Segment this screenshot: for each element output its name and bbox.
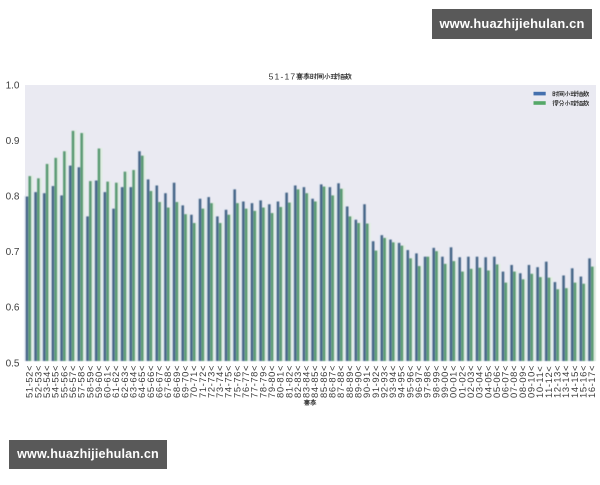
svg-text:90-91<: 90-91<: [361, 365, 372, 398]
svg-text:12-13<: 12-13<: [551, 365, 562, 398]
svg-text:81-82<: 81-82<: [283, 365, 294, 398]
svg-text:58-59<: 58-59<: [84, 365, 95, 398]
svg-text:0.6: 0.6: [6, 303, 20, 314]
svg-text:56-57<: 56-57<: [67, 365, 78, 398]
svg-text:55-56<: 55-56<: [58, 365, 69, 398]
svg-text:0.8: 0.8: [6, 192, 20, 203]
svg-text:08-09<: 08-09<: [517, 365, 528, 398]
svg-text:80-81<: 80-81<: [275, 365, 286, 398]
svg-text:57-58<: 57-58<: [76, 365, 87, 398]
svg-text:65-66<: 65-66<: [145, 365, 156, 398]
svg-text:79-80<: 79-80<: [266, 365, 277, 398]
svg-text:53-54<: 53-54<: [41, 365, 52, 398]
svg-text:94-95<: 94-95<: [396, 365, 407, 398]
svg-text:61-62<: 61-62<: [110, 365, 121, 398]
svg-text:70-71<: 70-71<: [188, 365, 199, 398]
svg-text:85-86<: 85-86<: [318, 365, 329, 398]
svg-text:76-77<: 76-77<: [240, 365, 251, 398]
svg-text:00-01<: 00-01<: [448, 365, 459, 398]
svg-text:01-02<: 01-02<: [456, 365, 467, 398]
svg-text:95-96<: 95-96<: [404, 365, 415, 398]
svg-text:93-94<: 93-94<: [387, 365, 398, 398]
svg-text:54-55<: 54-55<: [50, 365, 61, 398]
svg-text:07-08<: 07-08<: [508, 365, 519, 398]
svg-text:75-76<: 75-76<: [231, 365, 242, 398]
svg-text:59-60<: 59-60<: [93, 365, 104, 398]
svg-text:0.5: 0.5: [6, 358, 20, 369]
svg-text:78-79<: 78-79<: [257, 365, 268, 398]
svg-text:16-17<: 16-17<: [586, 365, 597, 398]
svg-text:91-92<: 91-92<: [370, 365, 381, 398]
svg-text:05-06<: 05-06<: [491, 365, 502, 398]
svg-text:03-04<: 03-04<: [474, 365, 485, 398]
svg-text:83-84<: 83-84<: [301, 365, 312, 398]
svg-text:77-78<: 77-78<: [249, 365, 260, 398]
svg-text:87-88<: 87-88<: [335, 365, 346, 398]
svg-text:1.0: 1.0: [6, 80, 20, 91]
svg-text:09-10<: 09-10<: [526, 365, 537, 398]
svg-text:14-15<: 14-15<: [569, 365, 580, 398]
svg-text:72-73<: 72-73<: [205, 365, 216, 398]
svg-text:74-75<: 74-75<: [223, 365, 234, 398]
svg-text:15-16<: 15-16<: [577, 365, 588, 398]
svg-text:13-14<: 13-14<: [560, 365, 571, 398]
svg-text:0.9: 0.9: [6, 136, 20, 147]
svg-text:84-85<: 84-85<: [309, 365, 320, 398]
svg-text:04-05<: 04-05<: [482, 365, 493, 398]
svg-text:10-11<: 10-11<: [534, 366, 545, 398]
svg-text:52-53<: 52-53<: [32, 365, 43, 398]
svg-text:71-72<: 71-72<: [197, 365, 208, 398]
svg-text:11-12<: 11-12<: [543, 366, 554, 398]
svg-text:06-07<: 06-07<: [500, 365, 511, 398]
svg-text:88-89<: 88-89<: [344, 365, 355, 398]
svg-text:0.7: 0.7: [6, 247, 20, 258]
svg-text:92-93<: 92-93<: [378, 365, 389, 398]
svg-text:89-90<: 89-90<: [352, 365, 363, 398]
svg-text:51-52<: 51-52<: [24, 365, 35, 398]
svg-text:64-65<: 64-65<: [136, 365, 147, 398]
svg-text:67-68<: 67-68<: [162, 365, 173, 398]
svg-text:68-69<: 68-69<: [171, 365, 182, 398]
svg-text:99-00<: 99-00<: [439, 365, 450, 398]
svg-text:98-99<: 98-99<: [430, 365, 441, 398]
svg-text:02-03<: 02-03<: [465, 365, 476, 398]
svg-text:82-83<: 82-83<: [292, 365, 303, 398]
svg-text:51-17: 51-17: [269, 72, 297, 82]
svg-text:96-97<: 96-97<: [413, 365, 424, 398]
svg-text:69-70<: 69-70<: [179, 365, 190, 398]
svg-text:97-98<: 97-98<: [422, 365, 433, 398]
svg-text:62-63<: 62-63<: [119, 365, 130, 398]
svg-text:66-67<: 66-67<: [154, 365, 165, 398]
svg-text:86-87<: 86-87<: [327, 365, 338, 398]
svg-text:60-61<: 60-61<: [102, 365, 113, 398]
svg-text:73-74<: 73-74<: [214, 365, 225, 398]
svg-text:63-64<: 63-64<: [128, 365, 139, 398]
